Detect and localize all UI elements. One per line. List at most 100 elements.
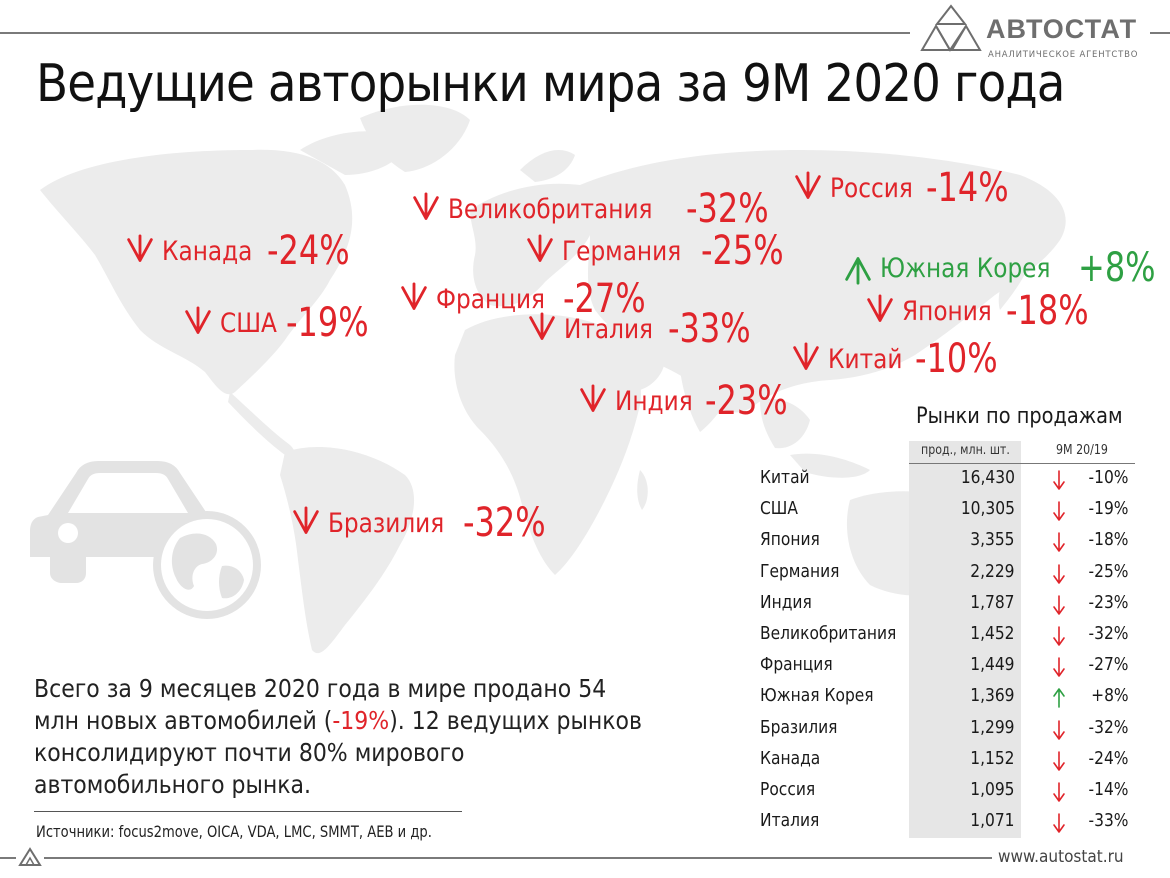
- logo-text: АВТОСТАТ: [986, 14, 1138, 44]
- map-label-country: США: [220, 307, 277, 339]
- arrow-down-icon: [1053, 501, 1065, 521]
- map-label-change: +8%: [1078, 245, 1156, 291]
- map-label-change: -32%: [685, 186, 769, 232]
- map-label-country: Германия: [562, 235, 682, 267]
- table-cell-sales: 1,152: [970, 747, 1015, 769]
- website-link[interactable]: www.autostat.ru: [998, 847, 1124, 867]
- summary-text-before: Всего за 9 месяцев 2020 года в мире прод…: [34, 674, 607, 735]
- table-row: Китай 16,430 -10%: [757, 464, 1135, 495]
- arrow-down-icon: [527, 234, 553, 262]
- table-cell-change: -24%: [1088, 747, 1129, 769]
- arrow-down-icon: [127, 234, 153, 262]
- table-cell-change: -32%: [1088, 623, 1129, 644]
- arrow-down-icon: [1053, 750, 1065, 771]
- map-label-country: Россия: [830, 172, 913, 204]
- page-title: Ведущие авторынки мира за 9М 2020 года: [36, 54, 1065, 114]
- table-cell-country: Бразилия: [760, 716, 838, 738]
- map-label: Италия -33%: [524, 306, 771, 352]
- arrow-down-icon: [867, 294, 893, 322]
- table-cell-change: -18%: [1088, 529, 1129, 551]
- table-row: Южная Корея 1,369 +8%: [757, 682, 1135, 713]
- footer-rule-mid: [44, 857, 992, 859]
- table-cell-change: -14%: [1088, 779, 1129, 800]
- map-label-change: -24%: [267, 228, 350, 274]
- table-cell-sales: 1,369: [970, 685, 1015, 707]
- table-cell-country: Франция: [760, 654, 833, 676]
- map-label-change: -18%: [1006, 288, 1090, 334]
- map-label: Китай -10%: [788, 336, 1018, 382]
- table-cell-country: Италия: [760, 810, 820, 832]
- table-cell-change: -19%: [1088, 498, 1129, 520]
- map-label-change: -14%: [926, 165, 1009, 211]
- map-label-country: Франция: [436, 283, 546, 315]
- table-cell-sales: 1,787: [970, 591, 1015, 613]
- globe-icon: [153, 511, 261, 619]
- table-cell-sales: 16,430: [960, 467, 1015, 488]
- map-label: США -19%: [180, 300, 390, 346]
- arrow-down-icon: [413, 192, 439, 220]
- map-label-country: Канада: [162, 235, 253, 267]
- arrow-down-icon: [1053, 626, 1065, 646]
- table-cell-sales: 1,452: [970, 623, 1015, 644]
- table-cell-change: -23%: [1088, 591, 1129, 613]
- table-cell-sales: 1,071: [970, 810, 1015, 832]
- sources-text: Источники: focus2move, OICA, VDA, LMC, S…: [36, 822, 432, 841]
- table-header-rule: [909, 463, 1135, 464]
- logo-subtitle: АНАЛИТИЧЕСКОЕ АГЕНТСТВО: [988, 50, 1139, 60]
- table-row: Франция 1,449 -27%: [757, 651, 1135, 682]
- map-label-change: -19%: [286, 300, 369, 346]
- arrow-down-icon: [1053, 470, 1065, 490]
- table-cell-country: Япония: [760, 529, 820, 551]
- table-cell-sales: 1,299: [970, 716, 1015, 738]
- map-label-change: -25%: [700, 228, 784, 274]
- map-label: Индия -23%: [575, 378, 809, 424]
- map-label: Южная Корея +8%: [840, 245, 1170, 291]
- table-cell-change: -25%: [1088, 560, 1129, 582]
- map-label-change: -10%: [914, 336, 998, 382]
- map-label-change: -32%: [463, 500, 546, 546]
- map-label-change: -23%: [705, 378, 788, 424]
- table-cell-country: Великобритания: [760, 623, 897, 644]
- arrow-down-icon: [293, 506, 319, 534]
- map-label-country: Китай: [828, 343, 903, 375]
- table-row: Бразилия 1,299 -32%: [757, 714, 1135, 745]
- arrow-down-icon: [1053, 563, 1065, 584]
- table-row: Индия 1,787 -23%: [757, 589, 1135, 620]
- map-label: Великобритания -32%: [408, 186, 789, 232]
- footer-triangle-icon: [18, 847, 42, 866]
- table-title: Рынки по продажам: [916, 404, 1123, 429]
- table-cell-country: Канада: [760, 747, 821, 769]
- map-label-country: Япония: [902, 295, 992, 327]
- arrow-up-icon: [1053, 688, 1065, 709]
- arrow-down-icon: [185, 306, 211, 334]
- map-label-country: Великобритания: [448, 193, 653, 225]
- table-cell-country: Германия: [760, 560, 840, 582]
- table-cell-sales: 1,449: [970, 654, 1015, 676]
- table-cell-country: Южная Корея: [760, 685, 874, 707]
- table-row: Япония 3,355 -18%: [757, 526, 1135, 557]
- table-cell-sales: 1,095: [970, 779, 1015, 800]
- table-cell-change: +8%: [1091, 685, 1129, 707]
- summary-text: Всего за 9 месяцев 2020 года в мире прод…: [34, 673, 650, 801]
- sales-column-shading: [909, 441, 1021, 838]
- arrow-down-icon: [1053, 782, 1065, 802]
- map-label: Франция -27%: [396, 276, 666, 322]
- table-cell-change: -32%: [1088, 716, 1129, 738]
- table-row: Германия 2,229 -25%: [757, 558, 1135, 589]
- sources-rule: [34, 811, 462, 812]
- table-header-sales: прод., млн. шт.: [921, 443, 1010, 458]
- table-cell-change: -33%: [1088, 810, 1129, 832]
- arrow-up-icon: [845, 257, 871, 285]
- table-cell-sales: 2,229: [970, 560, 1015, 582]
- arrow-down-icon: [793, 342, 819, 370]
- arrow-down-icon: [529, 312, 555, 340]
- footer-rule-left: [0, 857, 16, 859]
- header-rule-right: [1150, 32, 1170, 34]
- arrow-down-icon: [795, 171, 821, 199]
- arrow-down-icon: [580, 384, 606, 412]
- map-label: Япония -18%: [862, 288, 1110, 334]
- map-label-change: -33%: [667, 306, 751, 352]
- table-cell-country: Китай: [760, 467, 810, 488]
- arrow-down-icon: [1053, 813, 1065, 833]
- arrow-down-icon: [1053, 594, 1065, 615]
